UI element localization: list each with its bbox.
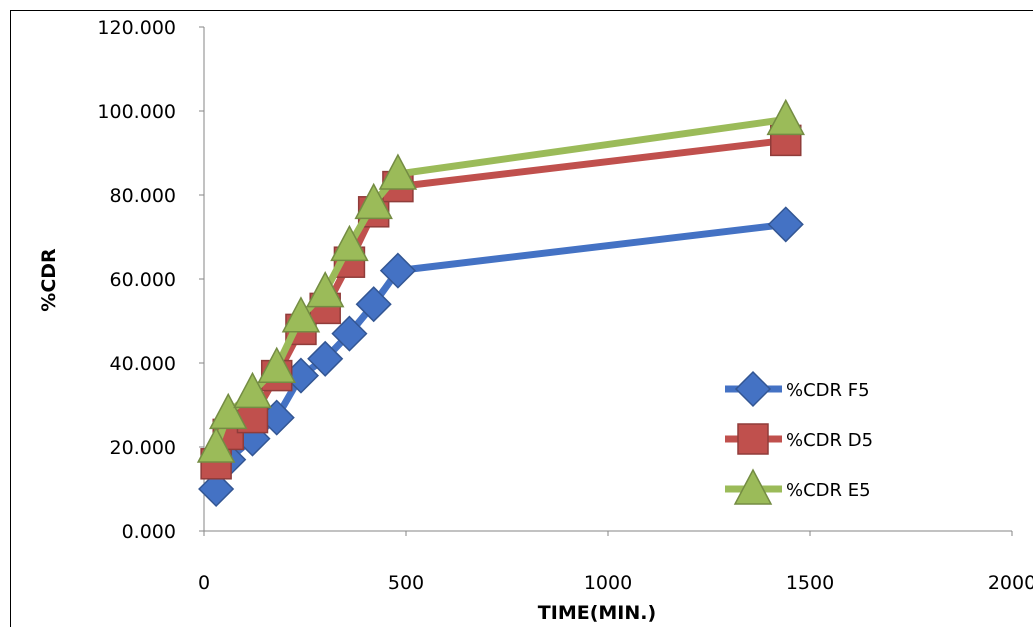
legend-label: %CDR D5 bbox=[786, 430, 873, 451]
y-axis-title: %CDR bbox=[38, 248, 60, 312]
data-point bbox=[198, 470, 235, 508]
x-tick-label: 1000 bbox=[584, 572, 632, 594]
data-point bbox=[767, 206, 804, 243]
chart-frame bbox=[10, 10, 1033, 627]
series-line bbox=[212, 115, 787, 449]
y-tick-label: 0.000 bbox=[122, 521, 176, 543]
data-point bbox=[355, 286, 392, 323]
data-point bbox=[257, 346, 296, 383]
y-tick-label: 40.000 bbox=[110, 353, 176, 375]
legend-item: %CDR D5 bbox=[725, 423, 873, 455]
x-tick-label: 500 bbox=[388, 572, 424, 594]
legend-label: %CDR F5 bbox=[786, 380, 870, 401]
data-point bbox=[305, 270, 345, 308]
legend-marker bbox=[733, 468, 773, 505]
y-tick-label: 60.000 bbox=[110, 269, 176, 291]
series-2 bbox=[200, 124, 802, 480]
data-point bbox=[233, 371, 272, 409]
data-point bbox=[379, 252, 416, 289]
data-point bbox=[208, 392, 248, 430]
data-point bbox=[281, 296, 321, 333]
y-tick-label: 100.000 bbox=[97, 101, 176, 123]
x-tick-label: 1500 bbox=[786, 572, 834, 594]
legend-item: %CDR F5 bbox=[725, 370, 870, 408]
legend-label: %CDR E5 bbox=[786, 480, 871, 501]
x-axis-title: TIME(MIN.) bbox=[538, 602, 656, 624]
series-line bbox=[212, 220, 787, 491]
data-point bbox=[378, 153, 418, 190]
data-point bbox=[330, 224, 369, 262]
data-point bbox=[196, 426, 236, 463]
data-point bbox=[354, 182, 393, 220]
x-tick-label: 0 bbox=[198, 572, 210, 594]
y-tick-label: 120.000 bbox=[97, 17, 176, 39]
series-3 bbox=[196, 98, 806, 463]
series-layer bbox=[196, 98, 806, 508]
legend-marker bbox=[737, 423, 769, 455]
y-tick-label: 80.000 bbox=[110, 185, 176, 207]
x-tick-label: 2000 bbox=[988, 572, 1033, 594]
data-point bbox=[766, 98, 806, 136]
y-tick-label: 20.000 bbox=[110, 437, 176, 459]
legend-item: %CDR E5 bbox=[725, 468, 871, 505]
data-point bbox=[331, 315, 368, 352]
legend: %CDR F5 %CDR D5 %CDR E5 bbox=[725, 370, 873, 505]
data-point bbox=[307, 340, 344, 377]
legend-marker bbox=[734, 370, 772, 408]
axes-layer: 0.000 20.000 40.000 60.000 80.000 100.000 120.… bbox=[97, 17, 1033, 594]
